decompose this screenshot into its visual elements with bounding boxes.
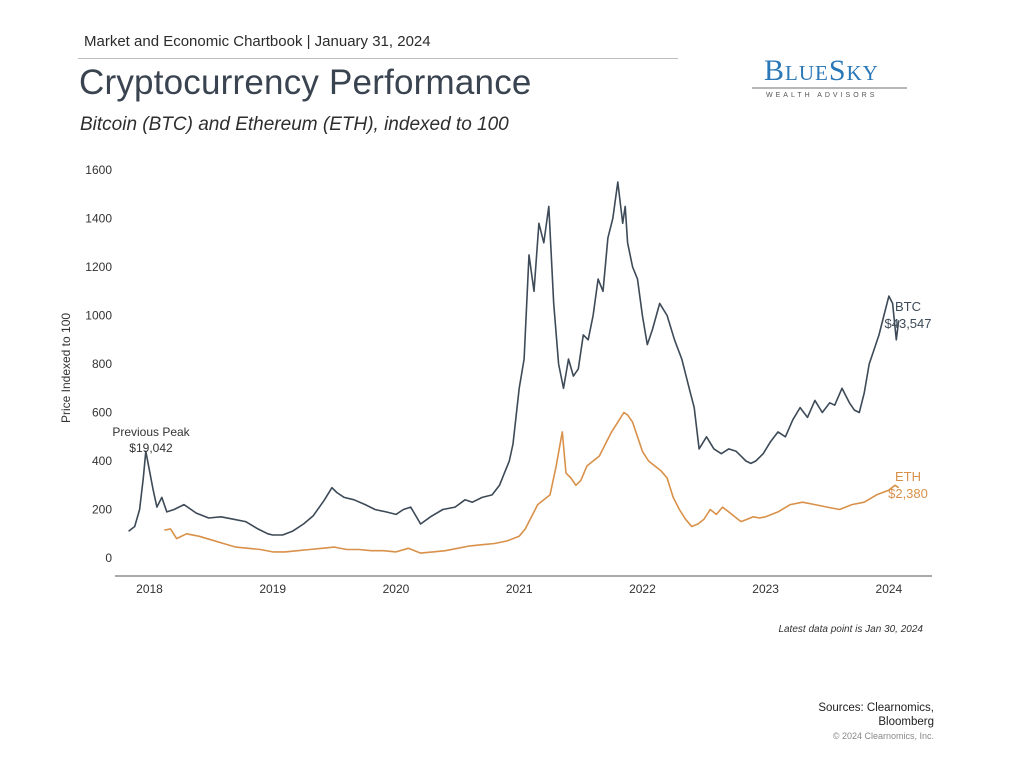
bluesky-logo: BlueSky WEALTH ADVISORS xyxy=(752,54,907,102)
y-tick-label-1200: 1200 xyxy=(85,260,112,274)
btc-end-value: $43,547 xyxy=(885,316,932,331)
previous-peak-label: Previous Peak xyxy=(112,425,190,439)
series-line-eth xyxy=(164,411,900,554)
x-tick-label-2018: 2018 xyxy=(136,582,163,596)
page-subtitle: Bitcoin (BTC) and Ethereum (ETH), indexe… xyxy=(80,114,509,135)
y-tick-label-800: 800 xyxy=(92,357,112,371)
y-tick-label-1400: 1400 xyxy=(85,212,112,226)
page-title: Cryptocurrency Performance xyxy=(79,63,532,102)
y-tick-label-0: 0 xyxy=(105,551,112,565)
sources: Sources: Clearnomics, Bloomberg xyxy=(818,701,934,729)
y-tick-label-200: 200 xyxy=(92,503,112,517)
x-tick-label-2024: 2024 xyxy=(876,582,903,596)
btc-end-label: BTC xyxy=(895,299,921,314)
y-axis-label: Price Indexed to 100 xyxy=(59,313,73,423)
previous-peak-value: $19,042 xyxy=(129,441,173,455)
series-line-btc xyxy=(128,181,900,536)
logo-name: BlueSky xyxy=(764,54,879,87)
y-tick-label-1600: 1600 xyxy=(85,163,112,177)
x-tick-label-2021: 2021 xyxy=(506,582,533,596)
y-tick-label-400: 400 xyxy=(92,454,112,468)
eth-end-value: $2,380 xyxy=(888,486,928,501)
x-tick-label-2023: 2023 xyxy=(752,582,779,596)
latest-data-note: Latest data point is Jan 30, 2024 xyxy=(778,624,923,635)
logo-tagline: WEALTH ADVISORS xyxy=(766,92,878,99)
logo-rule xyxy=(752,87,907,89)
y-tick-label-600: 600 xyxy=(92,406,112,420)
x-tick-label-2022: 2022 xyxy=(629,582,656,596)
x-tick-label-2019: 2019 xyxy=(259,582,286,596)
sources-line-1: Sources: Clearnomics, xyxy=(818,702,934,714)
chartbook-kicker: Market and Economic Chartbook | January … xyxy=(84,33,431,50)
header-divider xyxy=(78,58,678,59)
x-tick-label-2020: 2020 xyxy=(383,582,410,596)
sources-line-2: Bloomberg xyxy=(878,716,934,728)
y-tick-label-1000: 1000 xyxy=(85,309,112,323)
eth-end-label: ETH xyxy=(895,469,921,484)
copyright: © 2024 Clearnomics, Inc. xyxy=(832,731,934,741)
